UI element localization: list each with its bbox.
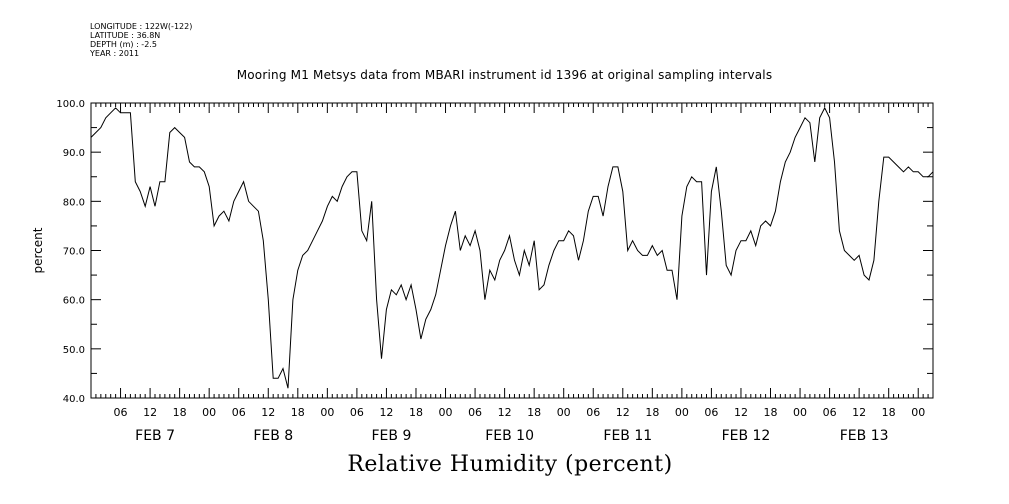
y-tick-label: 80.0 (63, 197, 85, 208)
depth-text: DEPTH (m) : -2.5 (90, 40, 157, 49)
x-hour-label: 12 (261, 406, 275, 419)
x-day-label: FEB 12 (722, 428, 771, 444)
chart-title: Mooring M1 Metsys data from MBARI instru… (236, 68, 773, 82)
x-hour-label: 18 (173, 406, 187, 419)
latitude-text: LATITUDE : 36.8N (90, 31, 161, 40)
x-hour-label: 18 (291, 406, 305, 419)
y-axis-label: percent (31, 227, 45, 273)
x-hour-label: 18 (645, 406, 659, 419)
x-day-label: FEB 10 (485, 428, 534, 444)
x-hour-label: 00 (557, 406, 571, 419)
x-hour-label: 18 (527, 406, 541, 419)
x-hour-label: 06 (350, 406, 364, 419)
year-text: YEAR : 2011 (90, 49, 140, 58)
x-hour-label: 06 (468, 406, 482, 419)
x-hour-label: 12 (734, 406, 748, 419)
humidity-series-line (90, 106, 934, 389)
metadata-block: LONGITUDE : 122W(-122) LATITUDE : 36.8N … (90, 22, 192, 58)
x-hour-label: 18 (764, 406, 778, 419)
x-hour-label: 18 (409, 406, 423, 419)
x-hour-label: 00 (793, 406, 807, 419)
x-hour-label: 06 (114, 406, 128, 419)
x-day-label: FEB 7 (135, 428, 175, 444)
x-day-label: FEB 8 (253, 428, 293, 444)
x-hour-label: 00 (675, 406, 689, 419)
x-hour-label: 06 (823, 406, 837, 419)
x-axis-title: Relative Humidity (percent) (347, 452, 673, 477)
x-day-label: FEB 13 (840, 428, 889, 444)
x-hour-label: 12 (616, 406, 630, 419)
y-tick-label: 40.0 (63, 394, 85, 405)
x-hour-label: 12 (379, 406, 393, 419)
y-tick-label: 90.0 (63, 148, 85, 159)
x-hour-label: 06 (704, 406, 718, 419)
x-hour-label: 00 (911, 406, 925, 419)
x-day-label: FEB 9 (372, 428, 412, 444)
x-day-label: FEB 11 (603, 428, 652, 444)
x-hour-label: 00 (202, 406, 216, 419)
x-hour-label: 12 (498, 406, 512, 419)
y-tick-label: 100.0 (56, 99, 85, 110)
x-hour-label: 00 (439, 406, 453, 419)
x-hour-label: 12 (852, 406, 866, 419)
y-tick-label: 60.0 (63, 296, 85, 307)
x-hour-label: 00 (320, 406, 334, 419)
y-tick-label: 70.0 (63, 247, 85, 258)
y-tick-label: 50.0 (63, 345, 85, 356)
x-hour-label: 12 (143, 406, 157, 419)
x-hour-label: 06 (586, 406, 600, 419)
longitude-text: LONGITUDE : 122W(-122) (90, 22, 193, 31)
x-hour-label: 06 (232, 406, 246, 419)
x-hour-label: 18 (882, 406, 896, 419)
